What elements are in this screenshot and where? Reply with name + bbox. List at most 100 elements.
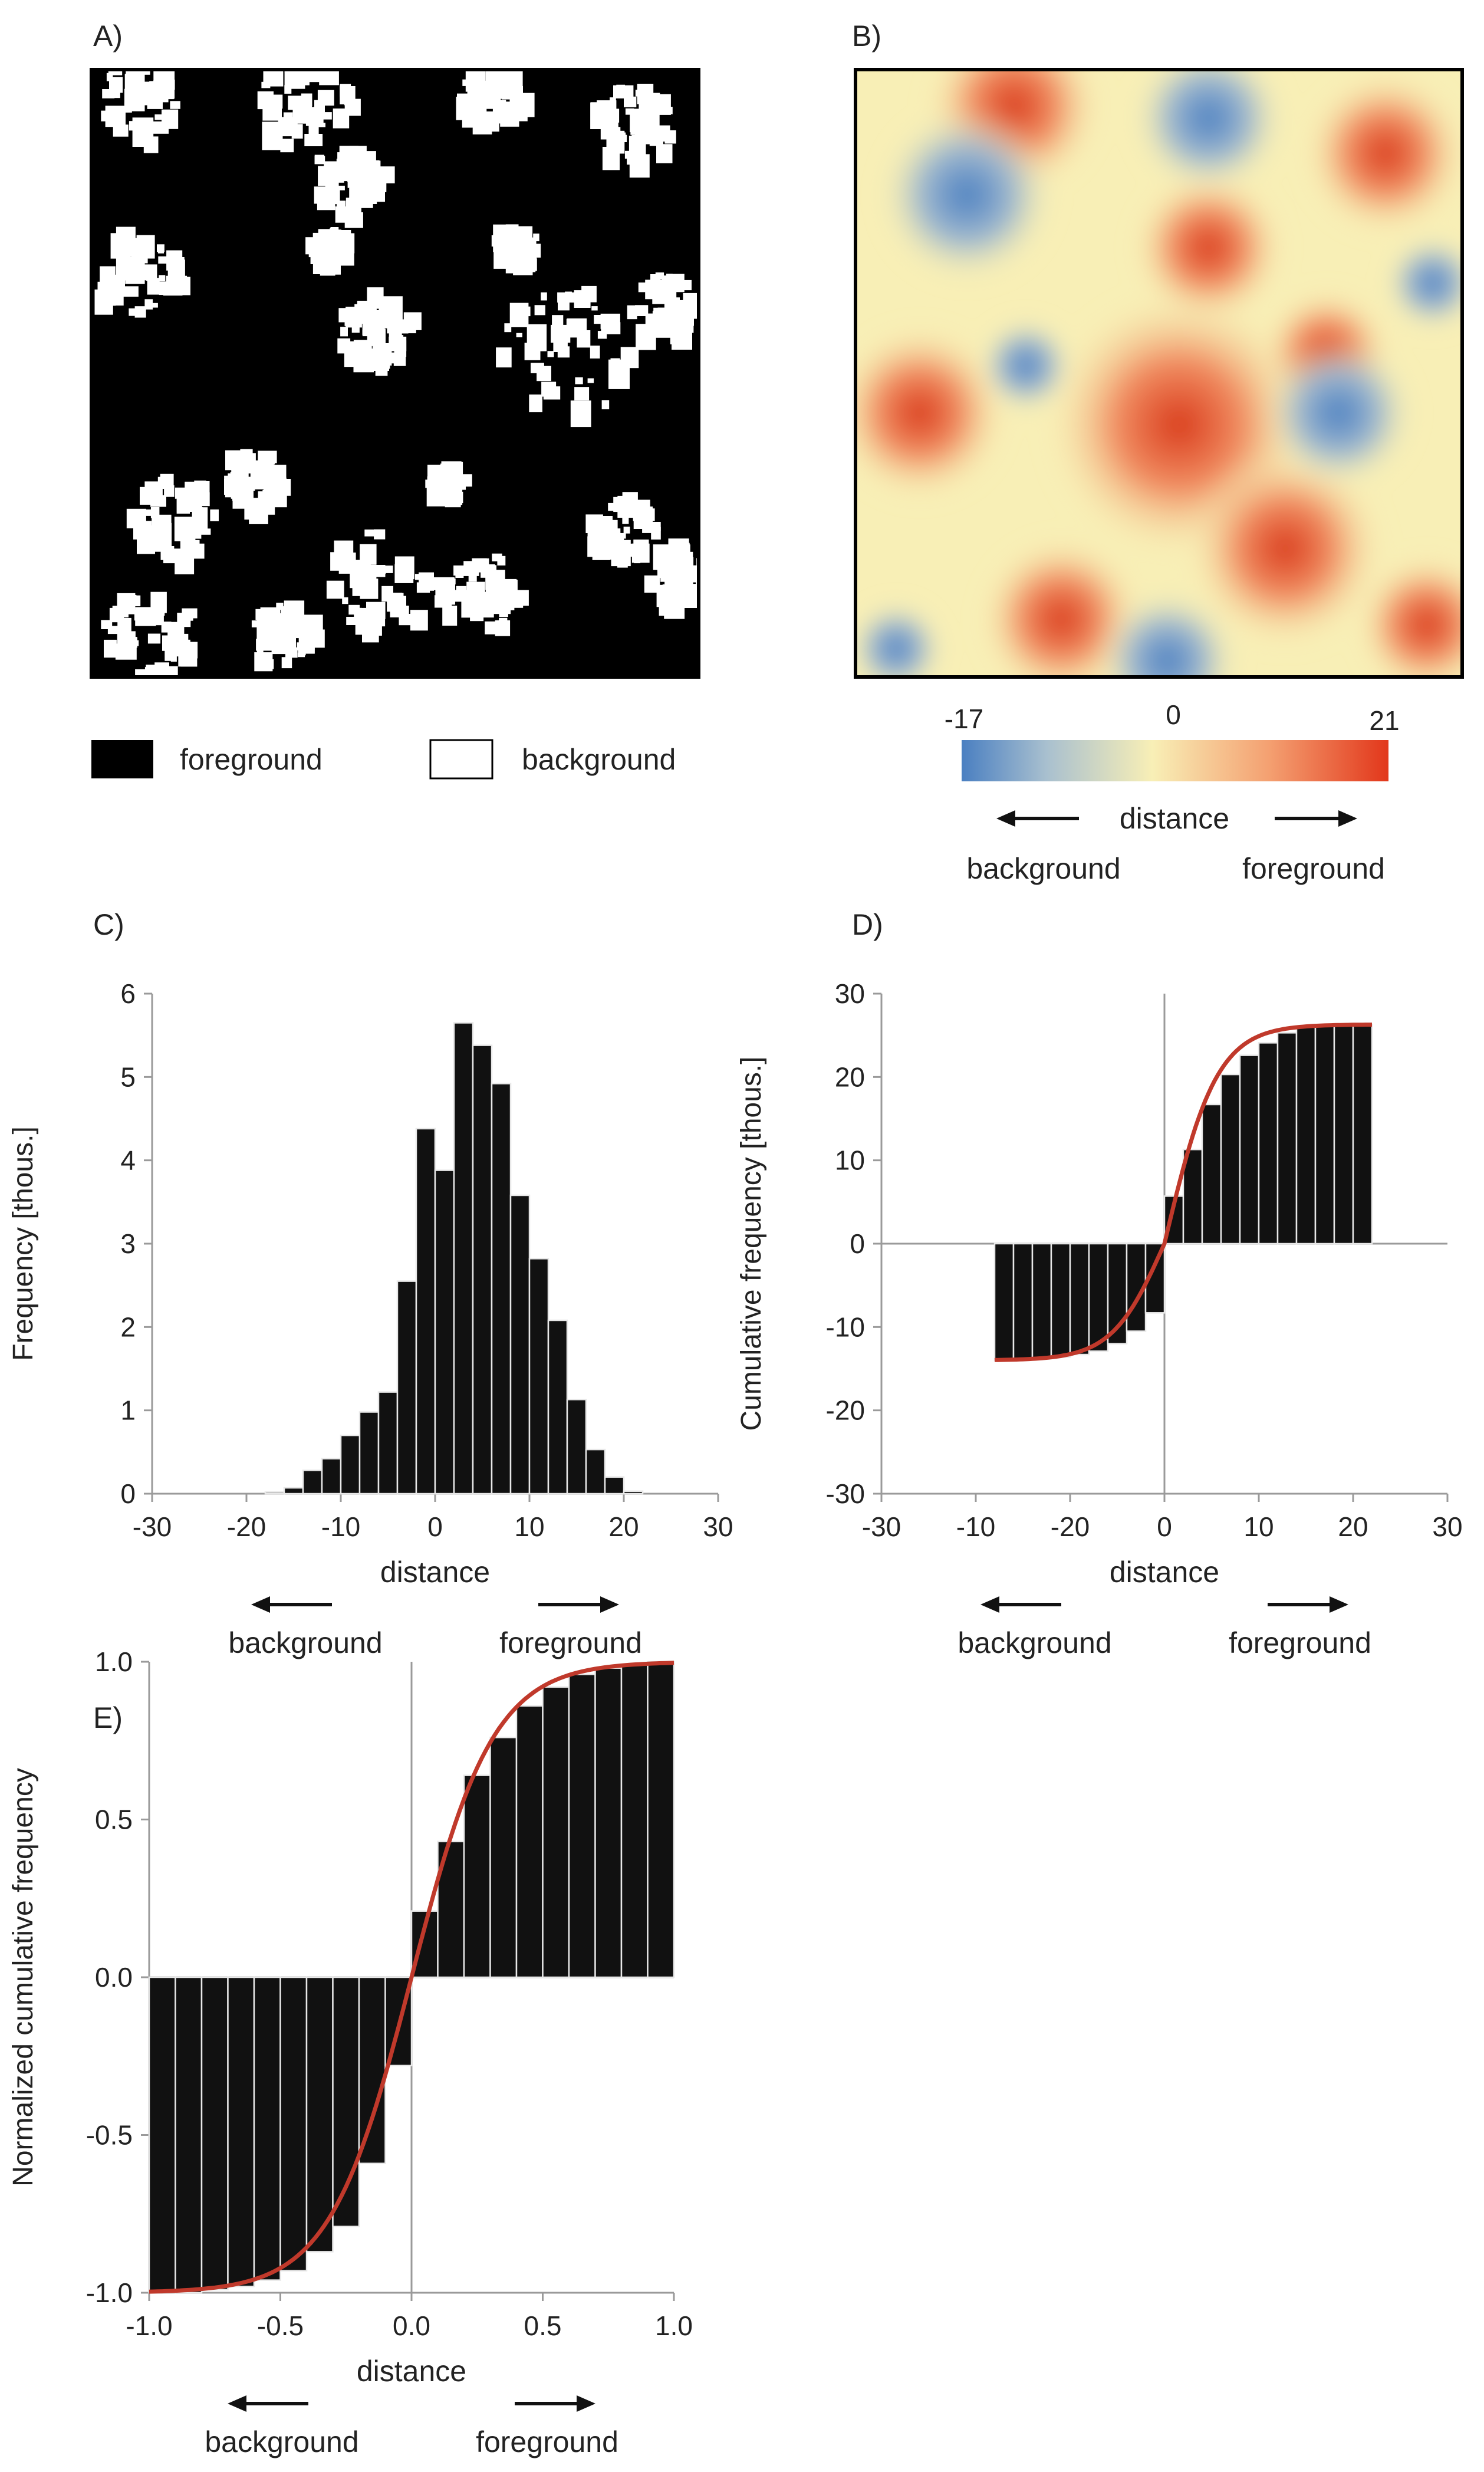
x-tick-label: -30 [862,1511,901,1542]
bar [1182,1149,1203,1245]
bar [279,1976,308,2272]
bar [264,1491,285,1495]
x-tick-label: -30 [133,1511,172,1542]
y-tick-label: 1.0 [95,1646,133,1677]
legend-swatch-foreground [91,740,153,778]
colorbar: -17 0 21 [945,699,1400,781]
direction-right-b: foreground [1242,852,1385,885]
legend-swatch-background [429,739,493,780]
arrowhead-right-b [1338,810,1357,827]
bar [568,1674,596,1978]
arrowhead-right [1330,1596,1348,1613]
bar [253,1976,281,2281]
y-tick-label: -10 [826,1311,865,1342]
direction-center-b: distance [1120,802,1229,835]
direction-legend-b: distance background foreground [966,802,1385,885]
y-tick-label: 6 [120,978,136,1009]
bar [340,1434,361,1495]
x-tick-label: -10 [956,1511,995,1542]
bar [434,1169,455,1495]
y-axis-title: Normalized cumulative frequency [8,1768,39,2187]
legend-label-foreground: foreground [180,743,323,776]
bar [566,1399,587,1495]
x-tick-label: -10 [321,1511,360,1542]
bar [305,1976,334,2253]
arrowhead-right [577,2395,595,2412]
bar [1201,1103,1222,1245]
x-tick-label: 10 [514,1511,544,1542]
y-tick-label: 20 [835,1061,865,1092]
chart-e: E) -1.0 -0.5 0.0 0.5 1.0 -1.0 -0.5 0.0 0.5 1.0 Norm… [8,1646,693,2458]
bar [148,1976,176,2294]
bar [1088,1242,1109,1352]
bar [623,1490,644,1495]
colorbar-max-label: 21 [1369,705,1399,736]
y-tick-label: 2 [120,1311,136,1342]
x-tick-label: 0 [1157,1511,1172,1542]
y-tick-label: -0.5 [86,2120,133,2151]
bar [1352,1024,1373,1245]
panel-d-label: D) [852,908,883,941]
bar [515,1705,544,1978]
legend-background: background [429,739,676,780]
y-tick-label: -20 [826,1395,865,1426]
bar [1258,1042,1279,1245]
direction-left-label: background [228,1626,382,1659]
bar [358,1411,380,1495]
bar [1012,1242,1034,1360]
panel-e-label: E) [93,1701,123,1734]
x-tick-label: -1.0 [126,2310,172,2341]
bar [993,1242,1015,1362]
colorbar-gradient [962,740,1388,781]
direction-right-label: foreground [499,1626,642,1659]
bar [620,1664,649,1978]
x-tick-label: -20 [227,1511,266,1542]
panel-c-label: C) [93,908,124,941]
bar [528,1258,549,1495]
bar [1333,1024,1354,1245]
x-tick-label: 20 [608,1511,639,1542]
bar [463,1774,491,1978]
bar [647,1661,675,1978]
bar [377,1391,399,1495]
x-tick-label: 10 [1243,1511,1274,1542]
bar [1239,1054,1260,1245]
y-tick-label: 1 [120,1395,136,1426]
bar [547,1319,568,1495]
direction-left-b: background [966,852,1120,885]
arrowhead-left [251,1596,270,1613]
y-tick-label: 0 [120,1478,136,1509]
bar [384,1976,413,2067]
x-tick-label: 0.0 [393,2310,430,2341]
panel-a-label: A) [93,19,123,52]
bar [1276,1032,1298,1245]
x-tick-label: 1.0 [655,2310,693,2341]
bar [1220,1073,1241,1245]
x-tick-label: 30 [1432,1511,1462,1542]
bar [358,1976,386,2164]
y-tick-label: 30 [835,978,865,1009]
x-tick-label: 0 [427,1511,443,1542]
bar [200,1976,229,2290]
bar [1069,1242,1090,1356]
y-axis-title: Cumulative frequency [thous.] [736,1057,767,1431]
legend-label-background: background [522,743,676,776]
bar [585,1448,606,1495]
y-tick-label: 10 [835,1145,865,1176]
x-tick-label: -20 [1051,1511,1090,1542]
x-axis-title: distance [1110,1556,1219,1589]
y-tick-label: 3 [120,1228,136,1259]
bar [489,1737,518,1978]
binary-map-frame [90,68,700,679]
bar [604,1476,625,1495]
bar [594,1667,623,1978]
y-axis-title: Frequency [thous.] [8,1126,39,1361]
direction-left-label: background [957,1626,1111,1659]
direction-right-label: foreground [1229,1626,1371,1659]
bar [1050,1242,1071,1358]
direction-right-label: foreground [476,2425,618,2458]
bar [227,1976,255,2287]
x-axis-title: distance [380,1556,490,1589]
bar [1031,1242,1052,1360]
bar [175,1976,203,2294]
